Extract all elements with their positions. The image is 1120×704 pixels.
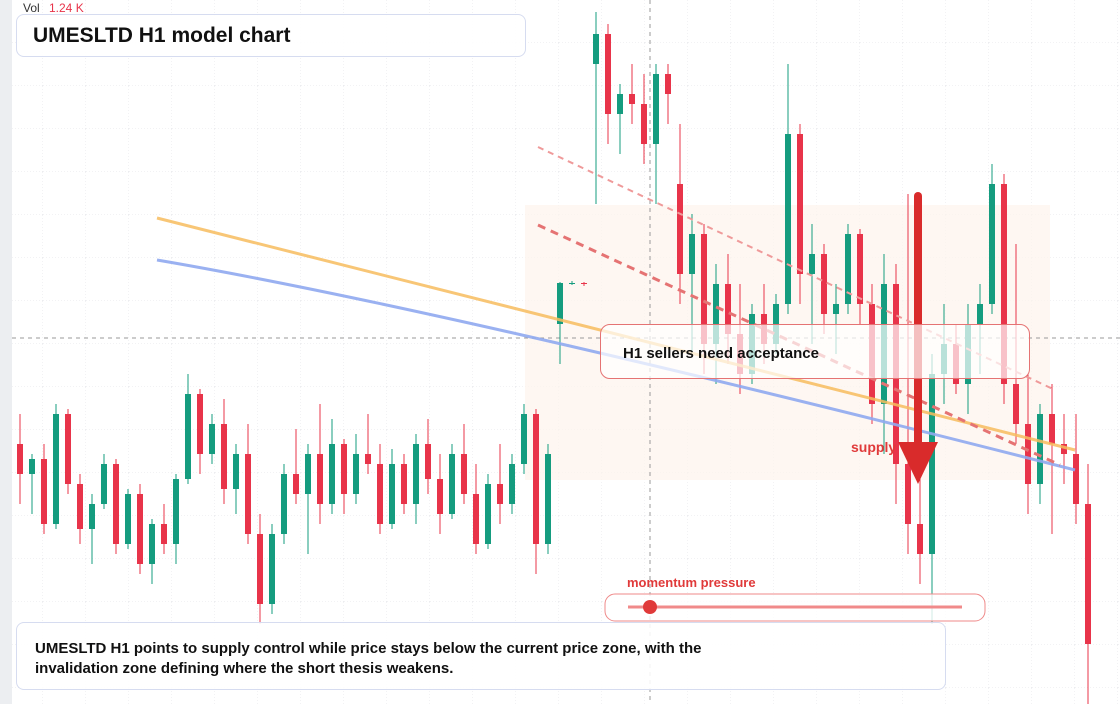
body (413, 444, 419, 504)
body (137, 494, 143, 564)
body (545, 454, 551, 544)
body (29, 459, 35, 474)
body (1049, 414, 1055, 444)
body (401, 464, 407, 504)
title: UMESLTD H1 model chart (16, 14, 526, 57)
body (1037, 414, 1043, 484)
body (41, 459, 47, 524)
supply-label: supply (851, 439, 896, 455)
body (701, 234, 707, 344)
body (1001, 184, 1007, 384)
body (485, 484, 491, 544)
body (161, 524, 167, 544)
body (1073, 454, 1079, 504)
body (1025, 424, 1031, 484)
body (17, 444, 23, 474)
body (221, 424, 227, 489)
body (197, 394, 203, 454)
body (389, 464, 395, 524)
body (449, 454, 455, 514)
body (833, 304, 839, 314)
body (857, 234, 863, 304)
body (281, 474, 287, 534)
body (989, 184, 995, 304)
body (653, 74, 659, 144)
description-box: UMESLTD H1 points to supply control whil… (16, 622, 946, 690)
body (641, 104, 647, 144)
body (917, 524, 923, 554)
body (509, 464, 515, 504)
body (113, 464, 119, 544)
body (473, 494, 479, 544)
body (497, 484, 503, 504)
body (149, 524, 155, 564)
body (173, 479, 179, 544)
body (341, 444, 347, 494)
body (725, 284, 731, 334)
body (329, 444, 335, 504)
left-rail (0, 0, 12, 704)
body (593, 34, 599, 64)
body (257, 534, 263, 604)
body (53, 414, 59, 524)
body (77, 484, 83, 529)
body (821, 254, 827, 314)
body (89, 504, 95, 529)
momentum-label: momentum pressure (627, 575, 756, 590)
momentum-knob (643, 600, 657, 614)
body (797, 134, 803, 274)
body (365, 454, 371, 464)
description: UMESLTD H1 points to supply control whil… (35, 640, 702, 677)
body (209, 424, 215, 454)
vol-value: 1.24 K (49, 1, 84, 15)
annotation: H1 sellers need acceptance (600, 324, 1030, 379)
trend-line (156, 258, 1076, 472)
body (353, 454, 359, 494)
body (521, 414, 527, 464)
body (785, 134, 791, 304)
body (629, 94, 635, 104)
body (437, 479, 443, 514)
body (557, 283, 563, 324)
body (1061, 444, 1067, 454)
body (1013, 384, 1019, 424)
body (617, 94, 623, 114)
body (569, 283, 575, 284)
body (125, 494, 131, 544)
arrow-head (898, 442, 938, 484)
body (65, 414, 71, 484)
body (665, 74, 671, 94)
body (1085, 504, 1091, 644)
body (317, 454, 323, 504)
body (689, 234, 695, 274)
body (605, 34, 611, 114)
body (977, 304, 983, 324)
body (809, 254, 815, 274)
body (929, 374, 935, 554)
body (101, 464, 107, 504)
body (713, 284, 719, 344)
body (461, 454, 467, 494)
body (533, 414, 539, 544)
body (581, 283, 587, 284)
body (269, 534, 275, 604)
body (845, 234, 851, 304)
body (233, 454, 239, 489)
body (905, 464, 911, 524)
body (677, 184, 683, 274)
body (305, 454, 311, 494)
vol-label: Vol (23, 1, 40, 15)
body (185, 394, 191, 479)
body (377, 464, 383, 524)
body (245, 454, 251, 534)
body (293, 474, 299, 494)
body (425, 444, 431, 479)
